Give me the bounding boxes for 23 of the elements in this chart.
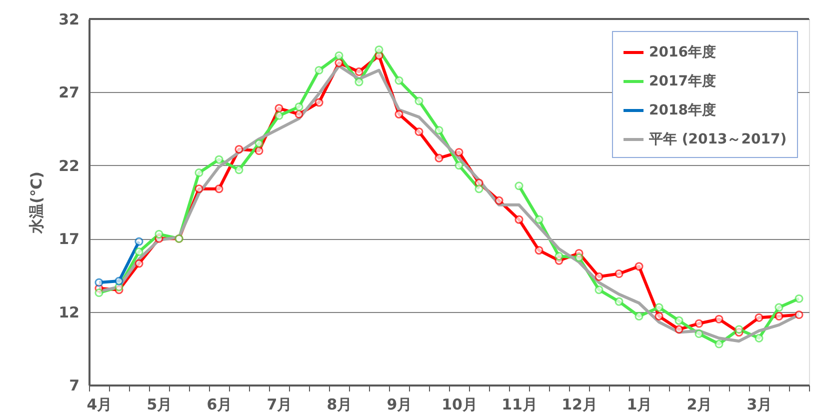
x-tick-label: 9月 xyxy=(386,396,412,414)
x-tick-label: 1月 xyxy=(626,396,652,414)
x-tick-label: 11月 xyxy=(502,396,538,414)
y-tick-label: 27 xyxy=(58,84,80,102)
legend-label: 2016年度 xyxy=(649,44,716,60)
x-tick-label: 7月 xyxy=(266,396,292,414)
x-tick-label: 10月 xyxy=(442,396,478,414)
y-tick-label: 17 xyxy=(58,230,80,248)
y-tick-label: 7 xyxy=(69,376,80,394)
x-tick-label: 4月 xyxy=(86,396,112,414)
y-tick-label: 32 xyxy=(58,10,80,28)
legend-label: 2018年度 xyxy=(649,102,716,118)
x-tick-label: 2月 xyxy=(686,396,712,414)
y-tick-label: 12 xyxy=(58,303,80,322)
legend-label: 平年 (2013～2017) xyxy=(648,132,787,148)
x-tick-label: 3月 xyxy=(746,396,772,414)
legend-label: 2017年度 xyxy=(649,72,716,90)
x-tick-label: 6月 xyxy=(206,396,232,414)
y-tick-label: 22 xyxy=(58,156,80,175)
y-axis-title: 水温(℃) xyxy=(28,172,46,234)
x-tick-label: 12月 xyxy=(562,396,598,414)
x-tick-label: 5月 xyxy=(146,396,172,414)
x-tick-label: 8月 xyxy=(326,396,352,414)
